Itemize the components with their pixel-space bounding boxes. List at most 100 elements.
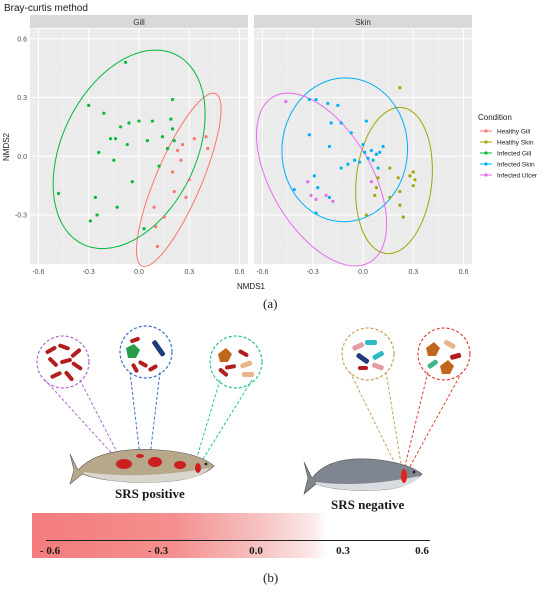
point-infected-gill: [56, 191, 61, 196]
point-infected-gill: [165, 146, 170, 151]
point-healthy-gill: [170, 170, 175, 174]
point-infected-gill: [87, 103, 91, 107]
fish-illustration: [36, 325, 471, 495]
point-infected-gill: [170, 127, 175, 131]
panel-label-a: (a): [263, 296, 278, 311]
point-infected-skin: [327, 195, 332, 200]
point-healthy-skin: [398, 86, 402, 90]
point-infected-gill: [112, 158, 116, 162]
point-infected-ulcer: [314, 197, 318, 201]
data-points: [56, 60, 417, 248]
magnifier-circle-4: [341, 327, 395, 381]
point-infected-skin: [371, 158, 375, 162]
scale-tick-5: 0.6: [415, 545, 429, 557]
magnifier-circle-3: [209, 335, 263, 389]
point-healthy-skin: [413, 178, 417, 182]
y-tick-label: 0.3: [17, 95, 27, 102]
ellipse-healthy-gill: [135, 92, 222, 267]
point-infected-gill: [88, 219, 92, 223]
confidence-ellipses: [52, 49, 433, 267]
point-infected-ulcer: [324, 193, 328, 198]
point-infected-gill: [95, 213, 99, 217]
facet-label-skin: Skin: [355, 18, 371, 27]
point-healthy-gill: [184, 195, 188, 200]
point-infected-gill: [145, 139, 149, 143]
point-healthy-gill: [179, 158, 183, 162]
grid-lines: [30, 29, 472, 264]
legend-key-dot: [484, 173, 488, 177]
srs-positive-label: SRS positive: [115, 486, 185, 501]
ellipse-healthy-skin: [355, 106, 433, 255]
chart-title: Bray-curtis method: [4, 3, 88, 14]
point-infected-skin: [339, 121, 343, 125]
point-infected-ulcer: [309, 193, 313, 198]
point-infected-ulcer: [284, 99, 288, 104]
x-tick-label: -0.6: [32, 269, 44, 276]
point-infected-gill: [97, 150, 101, 154]
point-healthy-skin: [376, 176, 380, 180]
x-tick-label: 0.6: [459, 269, 469, 276]
point-infected-skin: [312, 174, 316, 178]
point-healthy-gill: [172, 189, 176, 194]
y-tick-label: -0.3: [15, 213, 27, 220]
point-healthy-gill: [155, 244, 160, 248]
legend-label: Healthy Skin: [497, 140, 534, 147]
nmds-chart: Bray-curtis method Gill Skin -0.6 -0.3 0.0…: [2, 3, 538, 291]
point-infected-skin: [292, 187, 296, 192]
point-infected-gill: [169, 117, 173, 121]
legend-key-dot: [484, 151, 488, 155]
point-infected-skin: [364, 119, 368, 123]
connector-lines: [44, 371, 463, 471]
point-healthy-gill: [162, 215, 166, 219]
legend-key-dot: [484, 140, 488, 144]
point-infected-ulcer: [331, 199, 335, 203]
magnifier-circle-1: [36, 335, 90, 389]
facet-strip-skin: [254, 15, 472, 28]
point-infected-gill: [150, 119, 155, 123]
point-healthy-skin: [373, 193, 377, 198]
fish-srs-negative: [303, 458, 423, 495]
point-infected-skin: [336, 103, 340, 107]
point-healthy-gill: [154, 225, 158, 229]
point-infected-skin: [361, 142, 365, 147]
magnifier-circle-5: [417, 327, 471, 381]
point-healthy-skin: [374, 186, 379, 190]
y-tick-label: 0.0: [17, 154, 27, 161]
point-infected-skin: [349, 131, 353, 135]
point-healthy-skin: [411, 170, 415, 174]
x-tick-label: -0.6: [256, 269, 268, 276]
point-infected-gill: [125, 142, 129, 147]
legend-label: Infected Skin: [497, 162, 535, 169]
gradient-scale-bar: [32, 513, 542, 558]
gradient-scale-axis: [46, 540, 430, 541]
point-infected-gill: [142, 227, 146, 231]
point-infected-gill: [123, 60, 128, 64]
x-tick-label: 0.6: [235, 269, 245, 276]
point-healthy-skin: [396, 176, 400, 180]
magnifier-circle-2: [119, 325, 173, 379]
y-axis-label: NMDS2: [2, 132, 11, 161]
point-infected-skin: [307, 97, 311, 102]
facet-strip-gill: [30, 15, 248, 28]
srs-negative-label: SRS negative: [331, 497, 405, 512]
legend-key-dot: [484, 162, 488, 166]
x-tick-label: -0.3: [83, 269, 95, 276]
point-infected-skin: [381, 144, 385, 149]
point-infected-skin: [353, 158, 357, 162]
legend-label: Infected Ulcer: [497, 173, 538, 180]
point-infected-gill: [160, 135, 165, 139]
point-infected-gill: [172, 139, 176, 143]
point-healthy-gill: [204, 135, 208, 139]
ellipse-infected-gill: [52, 49, 206, 250]
point-healthy-gill: [206, 146, 210, 151]
point-infected-gill: [102, 111, 106, 115]
facet-label-gill: Gill: [133, 18, 145, 27]
legend-title: Condition: [478, 113, 512, 122]
point-infected-skin: [314, 97, 318, 102]
point-infected-skin: [346, 162, 350, 166]
point-infected-gill: [157, 164, 161, 168]
point-infected-skin: [307, 133, 311, 137]
point-healthy-skin: [388, 166, 392, 170]
legend: Condition Healthy Gill Healthy Skin Infect…: [478, 113, 538, 180]
axis-ticks: -0.6 -0.3 0.0 0.3 0.6 0.6 0.3 0.0 -0.3 -0.6 -0.3 0.…: [15, 36, 469, 276]
